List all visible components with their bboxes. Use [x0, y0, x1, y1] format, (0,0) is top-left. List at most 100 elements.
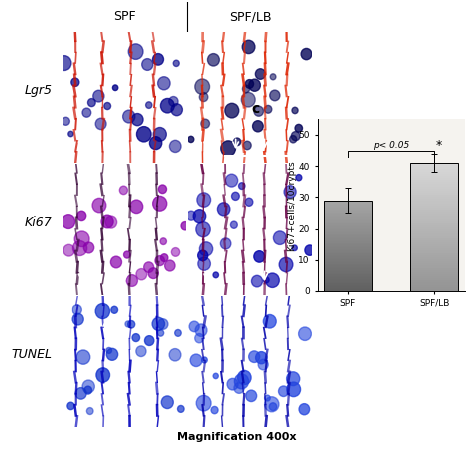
Bar [410, 210, 458, 212]
Circle shape [105, 216, 117, 228]
Bar [410, 287, 458, 289]
Bar [410, 283, 458, 284]
Circle shape [172, 248, 180, 256]
Bar [324, 216, 372, 217]
Circle shape [254, 106, 264, 116]
Bar [410, 193, 458, 195]
Bar [324, 220, 372, 222]
Circle shape [270, 90, 280, 101]
Circle shape [110, 256, 121, 268]
Circle shape [82, 380, 94, 393]
Bar [410, 272, 458, 274]
Circle shape [249, 351, 260, 362]
Circle shape [158, 185, 166, 194]
Bar [410, 251, 458, 252]
Circle shape [241, 92, 255, 107]
Circle shape [86, 408, 93, 414]
Circle shape [161, 396, 173, 409]
Circle shape [128, 44, 143, 59]
Circle shape [264, 315, 276, 328]
Bar [410, 189, 458, 191]
Circle shape [287, 372, 300, 386]
Circle shape [63, 244, 74, 256]
Bar [410, 176, 458, 178]
Circle shape [155, 256, 164, 266]
Circle shape [292, 131, 300, 141]
Circle shape [158, 76, 170, 90]
Bar [410, 259, 458, 261]
Circle shape [242, 40, 255, 54]
Circle shape [136, 269, 147, 280]
Bar [410, 242, 458, 244]
Bar [324, 267, 372, 268]
Circle shape [142, 58, 153, 70]
Circle shape [73, 241, 87, 256]
Bar [324, 234, 372, 235]
Bar [410, 244, 458, 246]
Circle shape [132, 333, 139, 342]
Text: Magnification 400x: Magnification 400x [177, 432, 297, 441]
Circle shape [84, 386, 91, 394]
Circle shape [301, 49, 312, 60]
Bar [324, 287, 372, 288]
Circle shape [249, 79, 260, 91]
Bar [410, 208, 458, 210]
Circle shape [148, 268, 158, 279]
Circle shape [123, 110, 135, 123]
Circle shape [287, 382, 301, 396]
Circle shape [106, 347, 111, 353]
Circle shape [153, 54, 164, 65]
Circle shape [190, 354, 202, 367]
Circle shape [199, 93, 208, 102]
Bar [324, 276, 372, 278]
Bar [324, 212, 372, 214]
Bar [410, 203, 458, 206]
Circle shape [225, 104, 239, 118]
Circle shape [254, 251, 265, 262]
Bar [410, 289, 458, 291]
Circle shape [74, 231, 89, 247]
Bar [324, 241, 372, 243]
Circle shape [68, 131, 73, 137]
Bar [410, 170, 458, 171]
Circle shape [279, 386, 289, 396]
Bar [410, 202, 458, 203]
Bar [324, 279, 372, 280]
Circle shape [62, 117, 69, 126]
Circle shape [101, 215, 113, 228]
Circle shape [137, 126, 151, 142]
Circle shape [258, 359, 268, 370]
Bar [410, 246, 458, 248]
Circle shape [171, 104, 182, 116]
Circle shape [95, 118, 106, 130]
Circle shape [195, 333, 204, 343]
Circle shape [220, 238, 231, 249]
Circle shape [243, 141, 251, 150]
Bar [410, 263, 458, 266]
Circle shape [83, 242, 94, 253]
Circle shape [284, 186, 296, 198]
Bar [324, 284, 372, 285]
Circle shape [221, 141, 236, 156]
Bar [324, 282, 372, 284]
Bar [324, 203, 372, 205]
Circle shape [76, 350, 90, 364]
Circle shape [160, 238, 166, 244]
Circle shape [213, 272, 219, 278]
Text: p< 0.05: p< 0.05 [373, 141, 409, 150]
Circle shape [126, 274, 137, 286]
Circle shape [153, 127, 166, 141]
Circle shape [246, 390, 256, 401]
Bar [324, 259, 372, 261]
Bar [410, 234, 458, 235]
Bar [324, 289, 372, 291]
Circle shape [75, 387, 86, 399]
Bar [324, 228, 372, 229]
Circle shape [119, 186, 128, 195]
Bar [324, 250, 372, 252]
Bar [324, 235, 372, 237]
Circle shape [104, 103, 110, 110]
Bar [324, 258, 372, 259]
Circle shape [255, 351, 267, 364]
Text: c: c [252, 102, 260, 116]
